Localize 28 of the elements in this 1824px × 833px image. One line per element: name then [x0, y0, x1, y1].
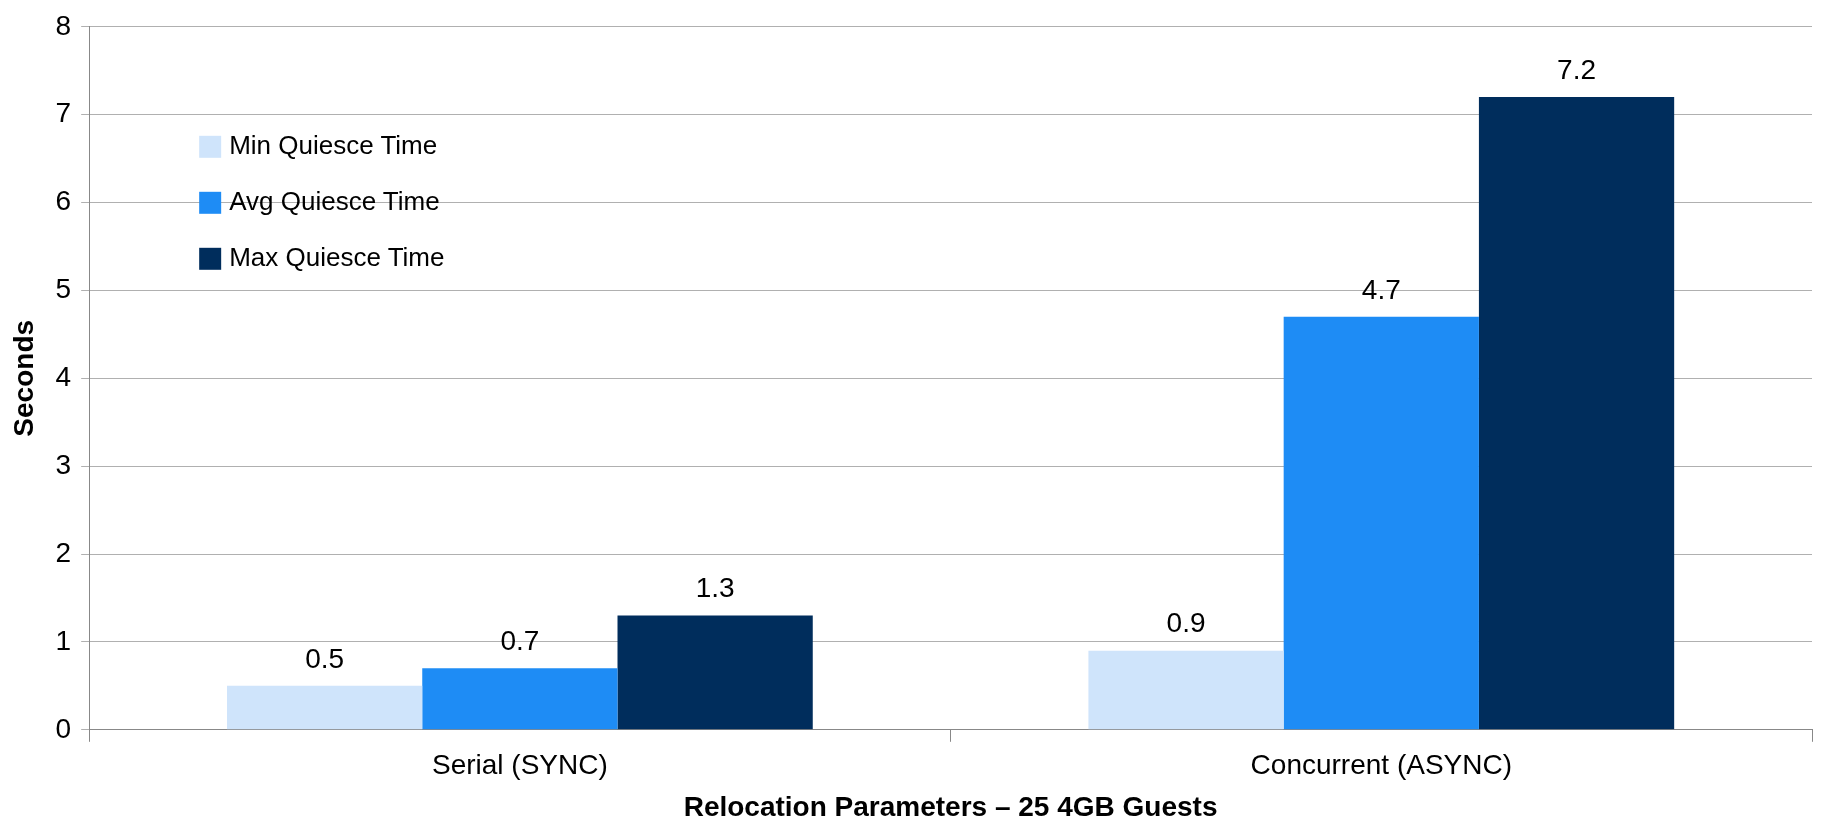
- bar: [1478, 97, 1675, 730]
- data-label: 0.7: [500, 625, 540, 657]
- y-tick-label: 2: [55, 536, 72, 568]
- y-tick-label: 7: [55, 97, 72, 129]
- y-tick-label: 6: [55, 185, 72, 217]
- data-label: 7.2: [1557, 53, 1597, 85]
- y-tick-label: 1: [55, 624, 72, 656]
- data-label: 4.7: [1361, 273, 1401, 305]
- y-tick-label: 0: [55, 712, 72, 744]
- data-label: 1.3: [695, 572, 735, 604]
- x-axis-title: Relocation Parameters – 25 4GB Guests: [683, 790, 1218, 822]
- data-label: 0.5: [305, 642, 345, 674]
- y-tick-label: 3: [55, 448, 72, 480]
- legend-label: Min Quiesce Time: [229, 129, 438, 160]
- legend-label: Max Quiesce Time: [229, 241, 445, 272]
- y-tick-label: 5: [55, 273, 72, 305]
- x-tick-label: Concurrent (ASYNC): [1250, 749, 1512, 781]
- y-tick-label: 8: [55, 9, 72, 41]
- data-label: 0.9: [1166, 607, 1206, 639]
- y-tick-label: 4: [55, 361, 72, 393]
- y-axis-title: Seconds: [7, 319, 39, 437]
- x-tick-label: Serial (SYNC): [431, 749, 608, 781]
- bar: [1088, 650, 1284, 730]
- legend-label: Avg Quiesce Time: [229, 185, 440, 216]
- bar: [617, 615, 813, 730]
- bar: [1283, 316, 1479, 730]
- bar: [422, 668, 618, 730]
- bar: [227, 685, 423, 730]
